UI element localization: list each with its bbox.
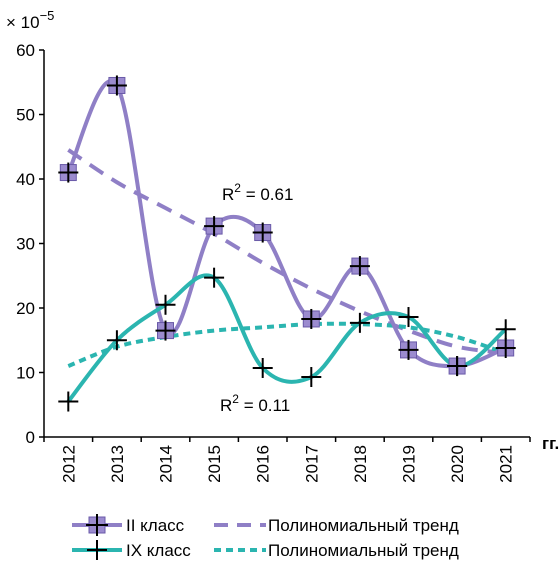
x-tick-label: 2015 (205, 445, 224, 483)
data-point-0-3 (204, 216, 225, 237)
data-point-1-2 (155, 294, 176, 315)
data-point-1-3 (204, 267, 225, 288)
data-point-1-7 (398, 307, 419, 328)
trend-line-2 (67, 148, 506, 356)
y-ticks: 0 10 20 30 40 50 60 (16, 41, 44, 447)
x-tick-label: 2021 (497, 445, 516, 483)
y-tick-label: 30 (16, 235, 35, 254)
y-tick-label: 60 (16, 41, 35, 60)
trend-line-3 (67, 321, 507, 368)
data-point-0-0 (58, 162, 79, 183)
y-tick-label: 20 (16, 299, 35, 318)
series-lines (66, 79, 508, 403)
x-tick-label: 2017 (302, 445, 321, 483)
axis-multiplier: × 10−5 (6, 8, 54, 32)
data-point-0-7 (398, 339, 419, 360)
series-line-1 (66, 273, 508, 403)
data-point-0-2 (155, 320, 176, 341)
x-axis-unit-label: гг. (542, 434, 559, 453)
data-point-0-4 (252, 222, 273, 243)
legend-item-ix-trend: Полиномиальный тренд (214, 541, 459, 560)
y-tick-label: 0 (26, 428, 35, 447)
series-markers (58, 75, 516, 412)
y-tick-label: 10 (16, 364, 35, 383)
data-point-1-6 (349, 312, 370, 333)
data-point-1-9 (495, 319, 516, 340)
data-point-0-6 (349, 256, 370, 277)
r2-annotation-ix: R2 = 0.11 (220, 392, 290, 415)
x-tick-label: 2020 (448, 445, 467, 483)
svg-text:IX класс: IX класс (126, 541, 191, 560)
x-tick-label: 2019 (400, 445, 419, 483)
x-tick-label: 2018 (351, 445, 370, 483)
data-point-0-1 (106, 75, 127, 96)
r2-annotation-ii: R2 = 0.61 (222, 181, 293, 204)
data-point-1-0 (58, 391, 79, 412)
data-point-1-5 (301, 367, 322, 388)
svg-text:Полиномиальный тренд: Полиномиальный тренд (268, 541, 459, 560)
data-point-0-5 (301, 308, 322, 329)
data-point-0-9 (495, 337, 516, 358)
y-tick-label: 40 (16, 170, 35, 189)
y-tick-label: 50 (16, 106, 35, 125)
svg-text:Полиномиальный тренд: Полиномиальный тренд (268, 516, 459, 535)
x-ticks: 2012 2013 2014 2015 2016 2017 2018 2019 2020 2021 (43, 437, 531, 483)
data-point-1-8 (447, 356, 468, 377)
x-tick-label: 2013 (108, 445, 127, 483)
legend-item-ix-class: IX класс (72, 540, 191, 560)
data-point-1-1 (106, 330, 127, 351)
legend-item-ii-class: II класс (72, 514, 185, 536)
x-tick-label: 2016 (254, 445, 273, 483)
legend-item-ii-trend: Полиномиальный тренд (214, 516, 459, 535)
data-point-1-4 (252, 357, 273, 378)
trend-lines (67, 148, 507, 368)
svg-text:II класс: II класс (126, 516, 185, 535)
x-tick-label: 2014 (157, 445, 176, 483)
legend: II класс Полиномиальный тренд IX класс П… (72, 514, 459, 560)
x-tick-label: 2012 (59, 445, 78, 483)
